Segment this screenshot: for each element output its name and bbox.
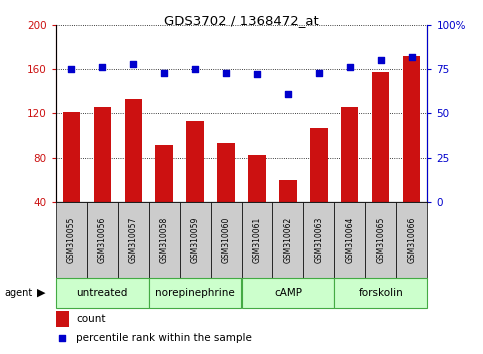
Text: GSM310057: GSM310057 [128,217,138,263]
Bar [125,99,142,202]
Bar [334,278,427,308]
Text: GSM310056: GSM310056 [98,217,107,263]
Bar [156,145,172,202]
Bar [117,202,149,278]
Bar [149,278,242,308]
Point [67,66,75,72]
Bar [149,202,180,278]
Bar [242,278,334,308]
Bar [397,202,427,278]
Point [191,66,199,72]
Point [284,91,292,97]
Bar [56,311,69,327]
Point [253,72,261,77]
Text: GSM310055: GSM310055 [67,217,75,263]
Bar [366,202,397,278]
Text: GSM310062: GSM310062 [284,217,293,263]
Bar [94,107,111,202]
Text: GSM310066: GSM310066 [408,217,416,263]
Point [377,57,385,63]
Point [408,54,416,59]
Bar [186,121,203,202]
Text: agent: agent [5,288,33,298]
Text: ▶: ▶ [37,288,45,298]
Text: cAMP: cAMP [274,288,302,298]
Point [129,61,137,67]
Point [315,70,323,75]
Text: GDS3702 / 1368472_at: GDS3702 / 1368472_at [164,14,319,27]
Bar [403,56,421,202]
Bar [334,202,366,278]
Bar [280,180,297,202]
Point [295,247,303,252]
Text: norepinephrine: norepinephrine [155,288,235,298]
Bar [62,112,80,202]
Bar [272,202,303,278]
Text: GSM310058: GSM310058 [159,217,169,263]
Text: GSM310063: GSM310063 [314,217,324,263]
Bar [211,202,242,278]
Bar [248,155,266,202]
Point [222,70,230,75]
Bar [341,107,358,202]
Bar [86,202,117,278]
Bar [311,128,327,202]
Bar [217,143,235,202]
Bar [372,72,389,202]
Text: count: count [76,314,105,324]
Bar [242,202,272,278]
Text: GSM310061: GSM310061 [253,217,261,263]
Text: GSM310065: GSM310065 [376,217,385,263]
Point [98,64,106,70]
Bar [180,202,211,278]
Text: forskolin: forskolin [358,288,403,298]
Bar [56,202,86,278]
Point [346,64,354,70]
Text: GSM310064: GSM310064 [345,217,355,263]
Text: GSM310059: GSM310059 [190,217,199,263]
Text: untreated: untreated [76,288,128,298]
Point [160,70,168,75]
Text: percentile rank within the sample: percentile rank within the sample [76,333,252,343]
Bar [56,278,149,308]
Bar [303,202,334,278]
Text: GSM310060: GSM310060 [222,217,230,263]
